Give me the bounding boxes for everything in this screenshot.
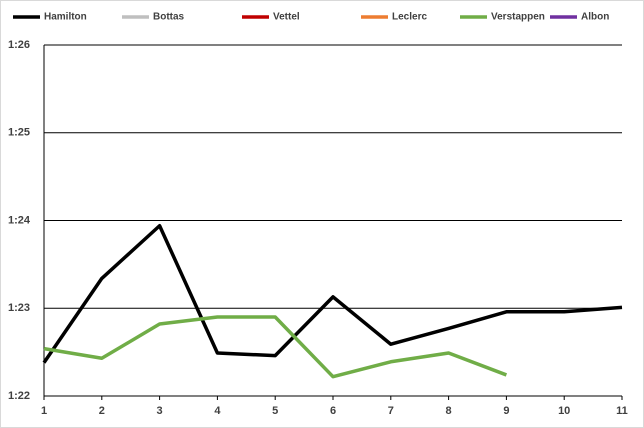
series-line: [42, 224, 623, 364]
legend-label: Leclerc: [392, 12, 427, 23]
x-tick-label: 11: [616, 405, 628, 417]
legend-label: Albon: [581, 12, 609, 23]
legend-label: Vettel: [273, 12, 300, 23]
x-tick-label: 8: [446, 405, 452, 417]
x-tick-label: 1: [41, 405, 47, 417]
x-tick-label: 9: [503, 405, 509, 417]
y-tick-label: 1:24: [8, 214, 31, 226]
y-tick-label: 1:25: [8, 127, 30, 139]
x-tick-label: 3: [157, 405, 163, 417]
legend-label: Verstappen: [491, 12, 545, 23]
y-tick-label: 1:23: [8, 302, 30, 314]
x-tick-label: 5: [272, 405, 278, 417]
x-tick-label: 6: [330, 405, 336, 417]
x-tick-label: 2: [99, 405, 105, 417]
x-tick-label: 7: [388, 405, 394, 417]
series-line: [43, 315, 508, 379]
y-tick-label: 1:26: [8, 39, 30, 51]
y-tick-label: 1:22: [8, 390, 30, 402]
legend: Hamilton Bottas Vettel Leclerc Verstappen Alb…: [13, 12, 609, 23]
legend-label: Hamilton: [44, 12, 87, 23]
x-tick-label: 10: [558, 405, 570, 417]
legend-label: Bottas: [153, 12, 185, 23]
x-tick-label: 4: [214, 405, 221, 417]
